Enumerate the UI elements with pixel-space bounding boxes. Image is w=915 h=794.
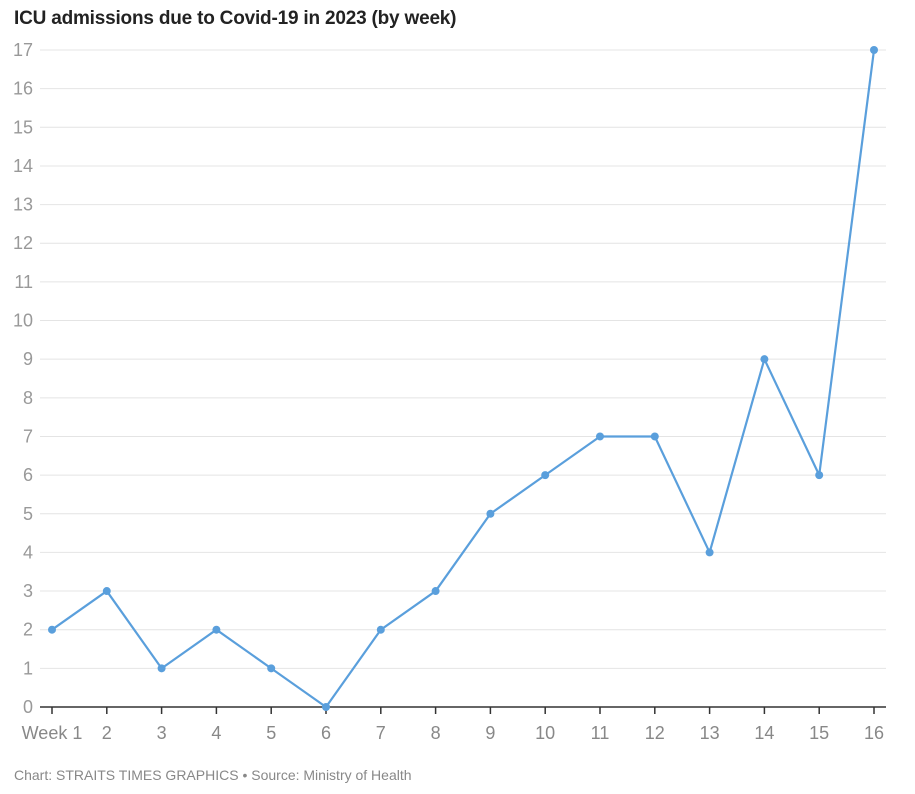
x-tick-label: 3 <box>157 723 167 743</box>
data-point <box>48 625 56 634</box>
data-point <box>486 509 495 518</box>
data-point <box>870 46 878 54</box>
y-tick-label: 2 <box>23 620 33 640</box>
data-point <box>376 625 385 634</box>
x-tick-label: 5 <box>266 723 276 743</box>
y-tick-label: 5 <box>23 504 33 524</box>
y-tick-label: 3 <box>23 581 33 601</box>
data-point <box>157 664 166 673</box>
data-point <box>267 664 276 673</box>
data-point <box>815 471 824 480</box>
data-line <box>51 49 876 709</box>
chart-title: ICU admissions due to Covid-19 in 2023 (… <box>14 8 457 29</box>
y-tick-label: 7 <box>23 426 33 446</box>
chart-footer: Chart: STRAITS TIMES GRAPHICS • Source: … <box>14 767 412 783</box>
y-tick-label: 13 <box>13 195 33 215</box>
y-tick-label: 14 <box>13 156 33 176</box>
x-tick-label: 15 <box>809 723 829 743</box>
y-tick-label: 16 <box>13 79 33 99</box>
y-tick-label: 6 <box>23 465 33 485</box>
x-tick-label: Week 1 <box>22 723 83 743</box>
y-tick-label: 11 <box>14 272 33 292</box>
x-tick-label: 13 <box>700 723 720 743</box>
data-point <box>212 625 221 634</box>
y-tick-label: 4 <box>23 542 33 562</box>
x-tick-label: 9 <box>485 723 495 743</box>
data-point <box>760 355 769 364</box>
x-tick-label: 8 <box>431 723 441 743</box>
x-tick-label: 7 <box>376 723 386 743</box>
data-point <box>705 548 714 557</box>
data-point <box>650 432 659 441</box>
x-tick-label: 4 <box>211 723 221 743</box>
data-point <box>102 587 111 596</box>
data-point <box>322 703 330 711</box>
y-tick-label: 15 <box>13 117 33 137</box>
x-tick-label: 6 <box>321 723 331 743</box>
y-tick-label: 8 <box>23 388 33 408</box>
y-tick-label: 10 <box>13 311 33 331</box>
y-tick-label: 0 <box>23 697 33 717</box>
y-tick-label: 1 <box>23 658 33 678</box>
x-tick-label: 14 <box>754 723 774 743</box>
data-point <box>596 432 604 441</box>
x-tick-label: 11 <box>591 723 610 743</box>
x-tick-label: 10 <box>535 723 555 743</box>
y-tick-label: 12 <box>13 233 33 253</box>
y-tick-label: 17 <box>13 40 33 60</box>
data-point <box>431 587 440 596</box>
x-tick-label: 12 <box>645 723 665 743</box>
y-tick-label: 9 <box>23 349 33 369</box>
x-tick-label: 2 <box>102 723 112 743</box>
data-point <box>541 471 550 480</box>
x-tick-label: 16 <box>864 723 884 743</box>
